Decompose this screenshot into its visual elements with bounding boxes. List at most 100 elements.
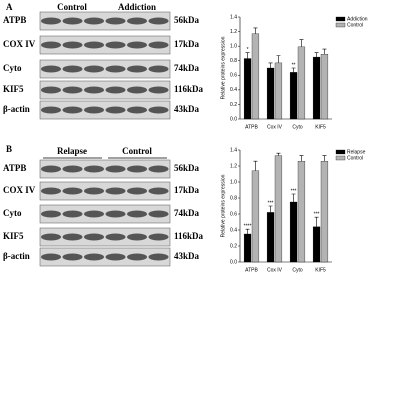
group-label: Control [122,146,152,156]
blot-band [84,17,104,25]
blot-band [127,41,147,49]
bar [266,212,275,263]
protein-label: KIF5 [3,84,24,94]
blot-band [148,210,169,218]
significance: *** [268,200,274,206]
y-tick-label: 0.6 [230,211,237,217]
significance: **** [244,224,252,230]
group-label: Control [57,2,87,12]
error-bar [291,193,296,202]
blot-band [62,17,83,25]
blot-band [105,210,126,218]
bar [289,201,298,263]
bar [320,54,329,120]
blot-band [148,233,169,241]
blot-band [62,106,83,114]
y-tick-label: 0.8 [230,195,237,201]
size-label: 56kDa [174,15,200,25]
protein-label: β-actin [3,251,30,261]
blot-band [84,187,104,195]
protein-label: COX IV [3,39,36,49]
blot-band [41,41,61,49]
blot-band [105,17,126,25]
significance: *** [314,212,320,218]
significance: ** [292,62,296,68]
blot-strip [39,204,171,224]
y-axis-label: Relative proteins expression [220,174,226,237]
blot-band [62,233,83,241]
blot-band [84,106,104,114]
blot-band [127,17,147,25]
error-bar [245,52,250,59]
blot-band [62,165,83,173]
y-tick-label: 1.0 [230,43,237,49]
blot-strip [39,35,171,55]
blot-strip [39,159,171,179]
blot-band [84,165,104,173]
blot-band [127,106,147,114]
size-label: 116kDa [174,84,204,94]
blot-strip [39,247,171,267]
x-tick-label: ATPB [245,124,258,130]
error-bar [253,27,258,34]
size-label: 43kDa [174,251,200,261]
y-tick-label: 1.4 [230,147,237,153]
blot-band [127,86,147,94]
y-tick-label: 0.0 [230,116,237,122]
legend-label: Addiction [347,16,368,22]
error-bar [322,48,327,55]
x-tick-label: Cox IV [267,124,283,130]
protein-label: Cyto [3,208,22,218]
error-bar [299,39,304,47]
blot-band [62,210,83,218]
blot-band [41,86,61,94]
protein-label: ATPB [3,15,26,25]
size-label: 116kDa [174,231,204,241]
size-label: 43kDa [174,104,200,114]
y-tick-label: 0.0 [230,259,237,265]
bar [251,170,260,263]
y-tick-label: 0.4 [230,227,237,233]
blot-band [105,165,126,173]
size-label: 17kDa [174,185,200,195]
legend-label: Control [347,155,363,161]
bar [274,155,283,263]
protein-label: Cyto [3,63,22,73]
blot-band [41,187,61,195]
size-label: 17kDa [174,39,200,49]
panel-letter: B [6,144,12,154]
blot-band [41,253,61,261]
y-tick-label: 1.0 [230,179,237,185]
protein-label: β-actin [3,104,30,114]
legend-label: Relapse [347,149,366,155]
blot-strip [39,59,171,79]
y-tick-label: 0.2 [230,243,237,249]
x-tick-label: Cox IV [267,267,283,273]
size-label: 74kDa [174,208,200,218]
bar [251,33,260,120]
y-tick-label: 0.4 [230,87,237,93]
panel-letter: A [6,2,13,12]
blot-band [41,210,61,218]
blot-band [62,65,83,73]
y-tick-label: 0.8 [230,58,237,64]
blot-band [148,187,169,195]
y-tick-label: 0.6 [230,73,237,79]
group-label: Relapse [57,146,87,156]
blot-strip [39,100,171,120]
legend-swatch [335,149,346,155]
blot-band [84,86,104,94]
blot-strip [39,181,171,201]
blot-band [62,187,83,195]
x-tick-label: KIF5 [315,267,326,273]
legend-swatch [335,155,346,161]
blot-band [84,210,104,218]
blot-band [105,86,126,94]
blot-strip [39,11,171,31]
bar [243,58,252,120]
blot-band [105,253,126,261]
bar [274,62,283,120]
bar [289,72,298,120]
x-tick-label: ATPB [245,267,258,273]
blot-band [148,41,169,49]
